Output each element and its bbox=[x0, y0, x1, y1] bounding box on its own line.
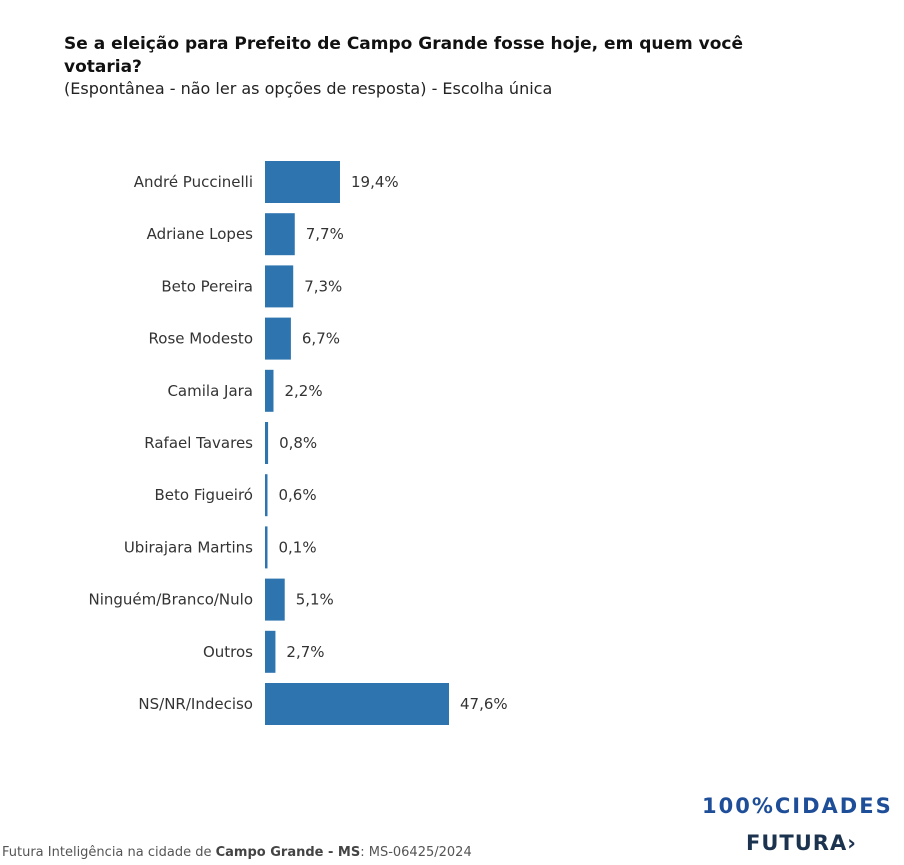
bar bbox=[265, 683, 449, 725]
bar bbox=[265, 265, 294, 308]
value-label: 7,7% bbox=[306, 225, 344, 243]
bar bbox=[265, 213, 295, 256]
footer-source: Futura Inteligência na cidade de Campo G… bbox=[2, 845, 472, 860]
value-label: 7,3% bbox=[304, 277, 342, 295]
value-label: 0,8% bbox=[279, 434, 317, 452]
category-label: Ubirajara Martins bbox=[124, 538, 253, 556]
bar bbox=[265, 161, 340, 203]
value-label: 0,1% bbox=[279, 538, 317, 556]
category-label: Adriane Lopes bbox=[147, 225, 254, 243]
category-label: Outros bbox=[203, 643, 253, 661]
category-label: Rafael Tavares bbox=[144, 434, 253, 452]
value-label: 5,1% bbox=[296, 591, 334, 609]
bar bbox=[265, 317, 291, 360]
value-label: 47,6% bbox=[460, 695, 508, 713]
value-label: 0,6% bbox=[279, 486, 317, 504]
bar bbox=[265, 474, 268, 517]
logo-100-cidades: 100%CIDADES bbox=[702, 794, 893, 818]
bar bbox=[265, 422, 269, 464]
footer-suffix: : MS-06425/2024 bbox=[360, 845, 472, 860]
footer-city: Campo Grande - MS bbox=[215, 845, 361, 860]
bar-chart: André Puccinelli 19,4% Adriane Lopes 7,7% Be… bbox=[88, 161, 508, 725]
chart-title: Se a eleição para Prefeito de Campo Gran… bbox=[64, 34, 744, 77]
category-label: NS/NR/Indeciso bbox=[138, 695, 253, 713]
category-label: Camila Jara bbox=[167, 382, 253, 400]
value-label: 6,7% bbox=[302, 330, 340, 348]
footer-prefix: Futura Inteligência na cidade de bbox=[2, 845, 216, 860]
bar bbox=[265, 578, 285, 621]
category-label: André Puccinelli bbox=[134, 173, 253, 191]
category-label: Beto Pereira bbox=[161, 277, 253, 295]
bar bbox=[265, 369, 274, 412]
chart-subtitle: (Espontânea - não ler as opções de respo… bbox=[64, 79, 553, 98]
category-label: Beto Figueiró bbox=[155, 486, 254, 504]
value-label: 19,4% bbox=[351, 173, 399, 191]
bar bbox=[265, 630, 276, 673]
value-label: 2,2% bbox=[285, 382, 323, 400]
category-label: Ninguém/Branco/Nulo bbox=[88, 591, 253, 609]
category-label: Rose Modesto bbox=[149, 330, 253, 348]
logo-futura: FUTURA› bbox=[746, 831, 857, 855]
bar bbox=[265, 526, 268, 569]
value-label: 2,7% bbox=[286, 643, 324, 661]
